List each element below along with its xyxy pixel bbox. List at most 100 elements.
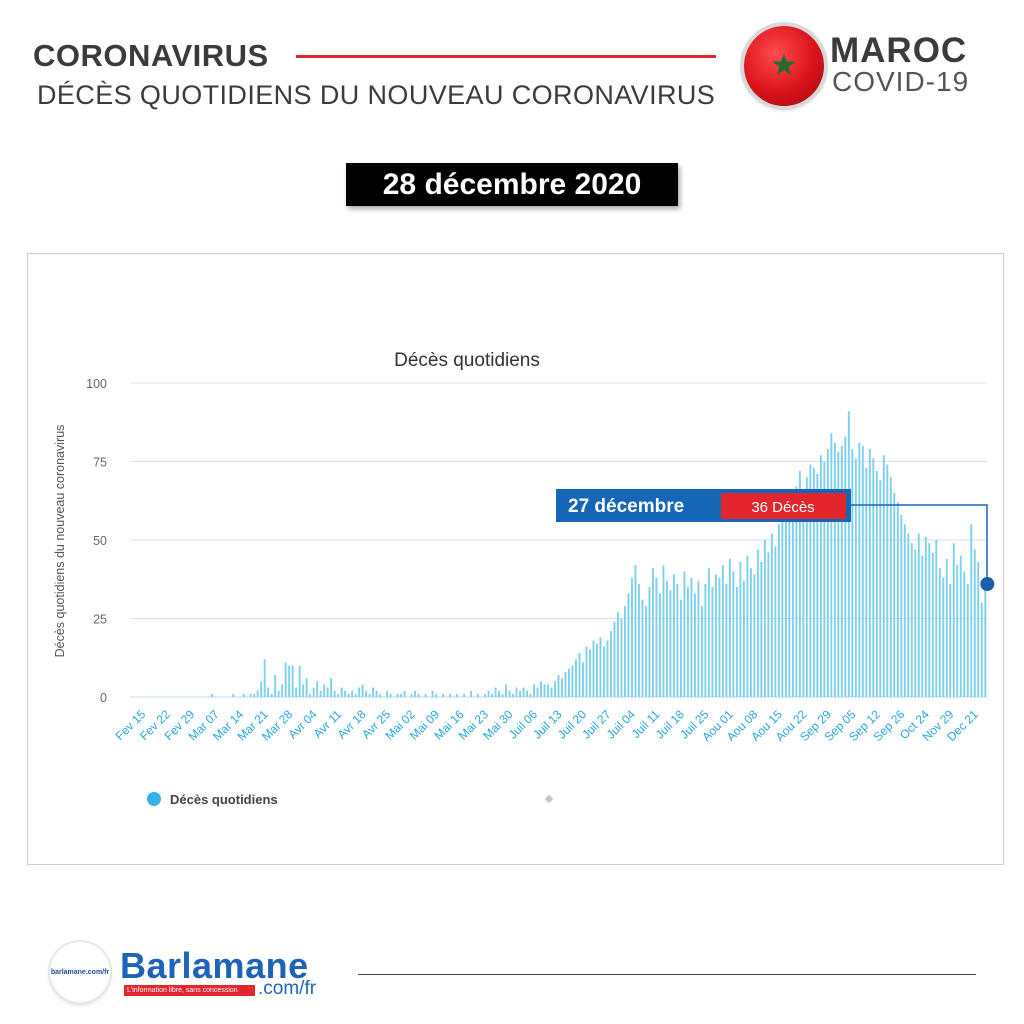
callout-leader-line xyxy=(850,504,988,584)
bar xyxy=(575,659,577,697)
bar xyxy=(868,448,871,697)
bar xyxy=(917,533,920,697)
bar xyxy=(840,445,843,697)
bar xyxy=(298,665,301,697)
bar xyxy=(966,583,969,697)
callout-marker xyxy=(980,577,995,591)
bar xyxy=(742,580,745,697)
header-title: CORONAVIRUS xyxy=(33,38,269,73)
bar xyxy=(529,693,532,697)
bar xyxy=(879,480,882,697)
bar xyxy=(435,693,438,697)
bar xyxy=(340,687,343,697)
bar xyxy=(424,693,427,697)
bar xyxy=(592,640,595,697)
bar xyxy=(571,665,574,697)
bar xyxy=(858,442,861,697)
bar xyxy=(662,565,665,697)
bar xyxy=(358,687,361,697)
bar xyxy=(655,577,658,697)
bar xyxy=(833,442,836,697)
bar xyxy=(540,681,542,697)
bar xyxy=(631,577,633,697)
bar xyxy=(816,474,819,697)
bar xyxy=(463,693,466,697)
bar xyxy=(505,684,507,697)
bar xyxy=(683,571,686,697)
legend-diamond-icon xyxy=(544,794,554,804)
bar xyxy=(326,687,329,697)
y-axis-label: Décès quotidiens du nouveau coronavirus xyxy=(53,425,67,658)
bar xyxy=(487,690,490,697)
date-badge: 28 décembre 2020 xyxy=(346,163,678,206)
bar xyxy=(956,565,959,697)
country-label: MAROC xyxy=(830,31,968,70)
bar xyxy=(508,690,511,697)
brand-tagline: L'information libre, sans concession xyxy=(124,985,255,996)
header-subtitle: DÉCÈS QUOTIDIENS DU NOUVEAU CORONAVIRUS xyxy=(37,80,716,110)
bar xyxy=(568,668,570,697)
bar xyxy=(802,489,805,697)
bar xyxy=(889,477,892,697)
bar xyxy=(700,605,703,697)
bar xyxy=(903,524,906,697)
bar xyxy=(620,618,623,697)
bar xyxy=(344,690,347,697)
bar xyxy=(533,684,535,697)
bar xyxy=(323,684,326,697)
bar xyxy=(746,555,749,697)
bar xyxy=(935,540,938,697)
bar xyxy=(728,558,731,697)
daily-deaths-chart: Décès quotidiens 0 25 50 75 100 Décès quotidie… xyxy=(53,350,995,807)
bar xyxy=(725,583,728,697)
y-tick-label: 75 xyxy=(93,456,107,470)
bar xyxy=(627,593,630,697)
bar xyxy=(669,590,672,697)
brand-domain: .com/fr xyxy=(258,978,317,999)
bar xyxy=(536,687,539,697)
bar xyxy=(914,549,917,697)
bar xyxy=(830,433,833,697)
bar xyxy=(242,693,245,697)
legend-marker xyxy=(147,792,161,806)
bar xyxy=(672,574,675,697)
bar xyxy=(837,452,840,697)
bar xyxy=(721,565,724,697)
bar xyxy=(403,690,406,697)
logo-text: barlamane.com/fr xyxy=(50,968,110,976)
bar xyxy=(945,558,948,697)
bar xyxy=(861,445,864,697)
chart-title: Décès quotidiens xyxy=(394,350,540,371)
bar xyxy=(610,631,612,697)
bar xyxy=(442,693,445,697)
covid-label: COVID-19 xyxy=(832,66,970,97)
footer-divider xyxy=(358,974,976,975)
bar xyxy=(753,574,756,697)
bar xyxy=(253,693,256,697)
bar xyxy=(330,678,333,697)
bar xyxy=(470,690,473,697)
bar xyxy=(288,665,291,697)
bar xyxy=(704,583,707,697)
bar xyxy=(277,690,280,697)
bar xyxy=(896,502,899,697)
bar xyxy=(767,552,770,697)
bar xyxy=(847,411,850,697)
bar xyxy=(777,524,780,697)
bar xyxy=(319,690,322,697)
bar xyxy=(798,470,801,697)
bar xyxy=(270,693,273,697)
y-tick-label: 100 xyxy=(86,377,107,391)
bar xyxy=(809,464,812,697)
bar xyxy=(788,492,791,697)
bar xyxy=(707,568,710,697)
bar xyxy=(774,546,777,697)
legend-label: Décès quotidiens xyxy=(170,792,278,807)
callout-value-box xyxy=(721,493,846,519)
bar xyxy=(267,687,270,697)
bar xyxy=(980,602,983,697)
bar xyxy=(644,605,647,697)
bar xyxy=(910,543,913,697)
callout-value: 36 Décès xyxy=(751,499,814,516)
bar xyxy=(844,436,847,697)
